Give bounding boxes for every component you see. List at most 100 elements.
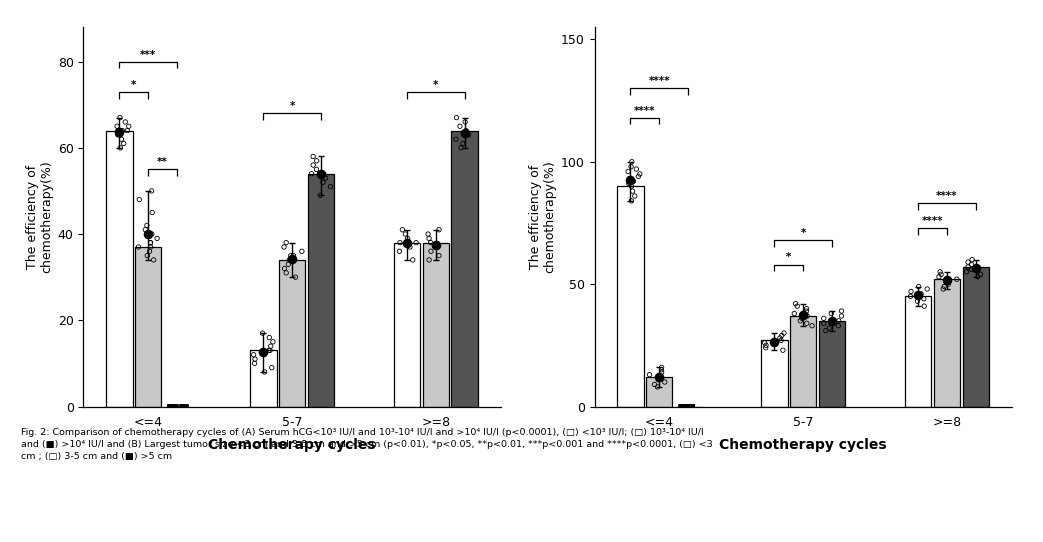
Point <box>408 238 425 247</box>
Point <box>137 225 153 234</box>
Point <box>113 135 129 144</box>
Point <box>394 225 411 234</box>
Point <box>789 302 805 311</box>
Point <box>112 131 128 139</box>
Point <box>422 247 439 256</box>
Point <box>420 234 437 243</box>
Point <box>293 247 310 256</box>
Bar <box>963 267 989 406</box>
Bar <box>905 296 931 406</box>
Point <box>130 243 147 251</box>
Point <box>625 177 641 186</box>
Point <box>964 260 980 269</box>
Point <box>448 113 465 122</box>
Point <box>756 339 773 347</box>
Point <box>620 167 636 176</box>
Point <box>970 273 987 281</box>
Point <box>261 333 277 342</box>
Point <box>656 378 673 386</box>
Text: **: ** <box>157 157 168 167</box>
Point <box>911 282 927 291</box>
Point <box>140 230 156 238</box>
Point <box>830 321 847 330</box>
Bar <box>308 173 334 406</box>
Point <box>263 342 280 351</box>
Point <box>909 291 926 300</box>
Text: *: * <box>800 228 806 238</box>
Point <box>143 186 160 195</box>
X-axis label: Chemotherapy cycles: Chemotherapy cycles <box>209 437 375 451</box>
Point <box>309 157 325 165</box>
Point <box>162 402 178 411</box>
Point <box>624 187 640 196</box>
Point <box>142 238 159 247</box>
Point <box>795 311 811 319</box>
Point <box>766 337 782 346</box>
Point <box>631 170 648 178</box>
Point <box>824 317 841 325</box>
Point <box>757 341 774 350</box>
Text: ***: *** <box>140 49 156 60</box>
Point <box>114 126 130 135</box>
Point <box>313 170 330 178</box>
Point <box>246 354 263 363</box>
Point <box>322 182 339 191</box>
Point <box>919 285 936 293</box>
Point <box>283 251 299 260</box>
Point <box>775 346 792 354</box>
Point <box>773 336 790 345</box>
Point <box>653 365 670 374</box>
Point <box>391 238 408 247</box>
Point <box>144 208 161 217</box>
Point <box>902 292 919 301</box>
Point <box>902 287 919 296</box>
Point <box>653 363 670 372</box>
Point <box>455 139 471 148</box>
Point <box>397 230 414 238</box>
Point <box>935 285 951 293</box>
Point <box>254 329 271 338</box>
Point <box>276 264 293 273</box>
Bar <box>452 131 478 406</box>
Point <box>930 273 947 281</box>
Bar <box>422 243 450 406</box>
Point <box>823 309 840 318</box>
Point <box>647 380 663 389</box>
Text: ****: **** <box>922 216 943 226</box>
Point <box>285 251 301 260</box>
Text: *: * <box>433 80 439 90</box>
Point <box>821 324 838 332</box>
Point <box>162 402 178 411</box>
Point <box>676 402 693 411</box>
Text: *: * <box>131 80 137 90</box>
Point <box>650 375 666 384</box>
X-axis label: Chemotherapy cycles: Chemotherapy cycles <box>720 437 887 451</box>
Point <box>624 157 640 166</box>
Point <box>317 173 334 182</box>
Point <box>804 321 821 330</box>
Point <box>108 122 125 131</box>
Point <box>281 256 297 264</box>
Point <box>246 359 263 367</box>
Point <box>402 243 418 251</box>
Text: ****: **** <box>649 76 670 86</box>
Bar <box>933 279 961 406</box>
Point <box>772 334 789 343</box>
Point <box>422 238 439 247</box>
Point <box>931 268 948 276</box>
Bar <box>135 247 162 406</box>
Point <box>177 402 194 411</box>
Point <box>304 169 320 178</box>
Point <box>682 402 699 411</box>
Point <box>959 268 975 276</box>
Point <box>262 346 278 355</box>
Point <box>673 402 689 411</box>
Text: *: * <box>289 101 295 111</box>
Point <box>960 258 976 267</box>
Point <box>460 131 477 139</box>
Point <box>145 256 162 264</box>
Text: *: * <box>786 253 792 262</box>
Point <box>110 131 126 139</box>
Point <box>622 176 638 184</box>
Point <box>628 165 645 173</box>
